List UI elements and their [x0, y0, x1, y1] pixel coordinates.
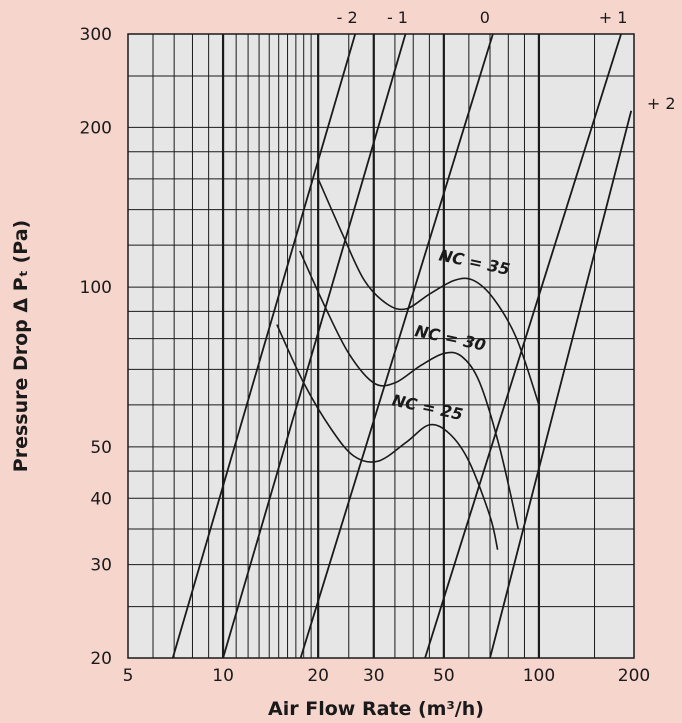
plot-area — [127, 33, 635, 659]
diagonal-lines — [171, 33, 633, 659]
x-tick-label: 10 — [212, 666, 234, 686]
grid — [128, 33, 635, 659]
nc-curves — [276, 178, 540, 550]
diagonal-line-label: - 1 — [387, 8, 408, 27]
x-tick-label: 100 — [523, 666, 555, 686]
y-tick-label: 40 — [90, 489, 112, 509]
x-tick-label: 200 — [618, 666, 650, 686]
nc-curve — [317, 178, 540, 406]
y-tick-label: 30 — [90, 556, 112, 576]
y-tick-label: 300 — [80, 25, 112, 45]
y-axis-title: Pressure Drop Δ Pₜ (Pa) — [10, 220, 32, 472]
x-tick-label: 50 — [433, 666, 455, 686]
diagonal-line — [489, 110, 633, 659]
diagonal-line-label: + 1 — [599, 8, 628, 27]
y-tick-label: 100 — [80, 278, 112, 298]
y-tick-label: 20 — [90, 649, 112, 669]
diagonal-line — [424, 33, 622, 659]
x-axis-title: Air Flow Rate (m³/h) — [268, 698, 484, 720]
x-tick-label: 30 — [363, 666, 385, 686]
nc-curve — [299, 250, 520, 530]
diagonal-line-label: + 2 — [647, 94, 676, 113]
nc-curve — [276, 324, 499, 550]
tick-labels: 5 10 20 30 50 100 200 20 30 40 50 100 200 300 — [80, 25, 651, 686]
x-tick-label: 5 — [123, 666, 134, 686]
y-tick-label: 50 — [90, 438, 112, 458]
diagonal-line — [222, 33, 407, 659]
x-tick-label: 20 — [307, 666, 329, 686]
diagonal-line — [171, 33, 357, 659]
diagonal-line-label: - 2 — [337, 8, 358, 27]
y-tick-label: 200 — [80, 118, 112, 138]
diagonal-line — [299, 33, 494, 659]
diagonal-line-label: 0 — [480, 8, 490, 27]
